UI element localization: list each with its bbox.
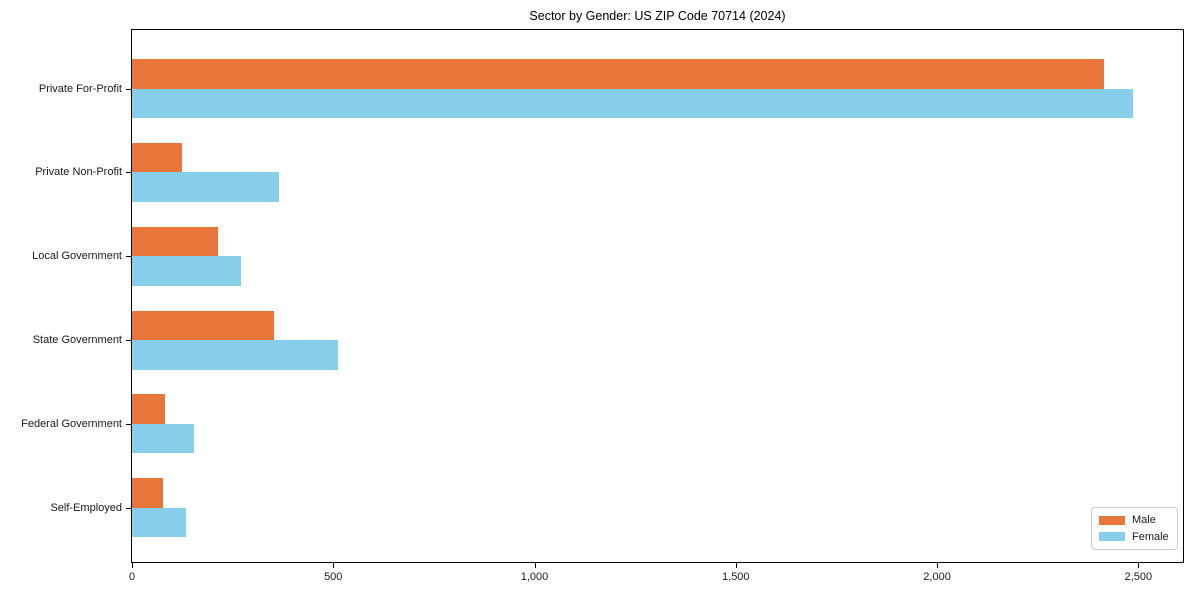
x-tick-mark (735, 563, 737, 568)
y-tick-mark (126, 507, 131, 509)
x-tick-mark (132, 563, 133, 568)
y-tick-label: Federal Government (21, 417, 122, 430)
legend-label-female: Female (1132, 530, 1169, 543)
x-tick-mark (333, 563, 335, 568)
plot-area (131, 29, 1184, 563)
bar-female-0 (132, 88, 1134, 118)
y-tick-label: State Government (32, 334, 122, 347)
y-tick-label: Private For-Profit (38, 82, 122, 95)
y-tick-mark (126, 256, 131, 258)
bar-male-1 (132, 142, 182, 173)
y-tick-mark (126, 172, 131, 174)
x-tick-label: 2,000 (923, 571, 951, 583)
bar-female-3 (132, 340, 338, 370)
bar-female-1 (132, 172, 279, 202)
y-tick-label: Private Non-Profit (35, 166, 122, 179)
x-tick-label: 1,500 (722, 571, 750, 583)
y-tick-mark (126, 423, 131, 425)
y-tick-label: Self-Employed (50, 501, 122, 514)
bar-male-2 (132, 226, 219, 257)
bar-female-4 (132, 423, 194, 454)
legend-entry-female: Female (1099, 531, 1170, 543)
bar-male-4 (132, 394, 165, 424)
chart-title: Sector by Gender: US ZIP Code 70714 (202… (529, 9, 786, 23)
legend-label-male: Male (1132, 514, 1156, 527)
x-tick-label: 2,500 (1124, 571, 1153, 583)
bar-male-5 (132, 478, 163, 508)
x-tick-label: 0 (128, 571, 136, 583)
x-tick-mark (534, 563, 536, 568)
x-tick-label: 1,000 (520, 571, 549, 583)
bar-female-5 (132, 507, 186, 538)
y-tick-label: Local Government (32, 250, 122, 263)
y-tick-mark (126, 340, 131, 342)
x-tick-label: 500 (324, 571, 343, 583)
bar-male-3 (132, 310, 275, 341)
x-tick-mark (1138, 563, 1140, 568)
y-tick-mark (126, 88, 131, 90)
legend: Male Female (1091, 507, 1178, 550)
legend-entry-male: Male (1099, 514, 1170, 526)
legend-swatch-female (1099, 532, 1125, 542)
bar-male-0 (132, 59, 1105, 89)
legend-swatch-male (1099, 515, 1125, 525)
x-tick-mark (937, 563, 939, 568)
bar-female-2 (132, 256, 242, 286)
